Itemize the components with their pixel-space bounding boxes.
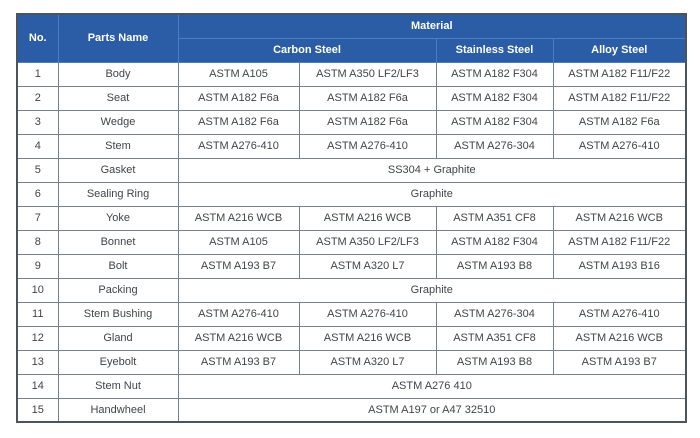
part-name-cell: Bolt — [57, 253, 179, 279]
part-name-cell: Gasket — [57, 157, 179, 183]
material-cell: ASTM A182 F304 — [435, 85, 554, 111]
part-name-cell: Sealing Ring — [57, 181, 179, 207]
row-no: 1 — [16, 61, 59, 87]
material-cell: ASTM A182 F11/F22 — [552, 85, 687, 111]
table-row: 11 Stem Bushing ASTM A276-410 ASTM A276-… — [16, 301, 687, 327]
material-cell: ASTM A182 F304 — [435, 61, 554, 87]
part-name-cell: Stem — [57, 133, 179, 159]
material-cell: ASTM A193 B7 — [177, 349, 300, 375]
material-cell: ASTM A276-410 — [552, 133, 687, 159]
material-cell: ASTM A182 F6a — [177, 85, 300, 111]
part-name-cell: Bonnet — [57, 229, 179, 255]
header-alloy-steel: Alloy Steel — [552, 37, 687, 63]
table-row: 5 Gasket SS304 + Graphite — [16, 157, 687, 183]
material-cell: ASTM A276-410 — [298, 133, 437, 159]
material-cell: ASTM A182 F304 — [435, 229, 554, 255]
row-no: 3 — [16, 109, 59, 135]
material-cell: ASTM A182 F6a — [298, 85, 437, 111]
material-cell: ASTM A276-410 — [552, 301, 687, 327]
parts-material-table: No. Parts Name Material Carbon Steel Sta… — [16, 13, 688, 423]
material-cell: ASTM A182 F304 — [435, 109, 554, 135]
row-no: 5 — [16, 157, 59, 183]
table-row: 2 Seat ASTM A182 F6a ASTM A182 F6a ASTM … — [16, 85, 687, 111]
material-cell: ASTM A193 B8 — [435, 349, 554, 375]
material-cell: ASTM A216 WCB — [552, 205, 687, 231]
material-cell: ASTM A276-410 — [177, 301, 300, 327]
material-cell: ASTM A193 B7 — [177, 253, 300, 279]
part-name-cell: Gland — [57, 325, 179, 351]
material-cell: ASTM A182 F6a — [552, 109, 687, 135]
material-cell: ASTM A105 — [177, 61, 300, 87]
row-no: 6 — [16, 181, 59, 207]
row-no: 15 — [16, 397, 59, 423]
row-no: 11 — [16, 301, 59, 327]
material-cell: ASTM A193 B7 — [552, 349, 687, 375]
row-no: 9 — [16, 253, 59, 279]
table-body: 1 Body ASTM A105 ASTM A350 LF2/LF3 ASTM … — [16, 61, 687, 423]
table-row: 6 Sealing Ring Graphite — [16, 181, 687, 207]
header-no: No. — [16, 13, 59, 63]
material-cell: ASTM A276-410 — [298, 301, 437, 327]
table-row: 3 Wedge ASTM A182 F6a ASTM A182 F6a ASTM… — [16, 109, 687, 135]
part-name-cell: Stem Bushing — [57, 301, 179, 327]
part-name-cell: Eyebolt — [57, 349, 179, 375]
row-no: 8 — [16, 229, 59, 255]
table-row: 9 Bolt ASTM A193 B7 ASTM A320 L7 ASTM A1… — [16, 253, 687, 279]
table-row: 4 Stem ASTM A276-410 ASTM A276-410 ASTM … — [16, 133, 687, 159]
row-no: 13 — [16, 349, 59, 375]
row-no: 2 — [16, 85, 59, 111]
row-no: 14 — [16, 373, 59, 399]
material-cell: ASTM A216 WCB — [552, 325, 687, 351]
header-parts-name: Parts Name — [57, 13, 179, 63]
material-cell: ASTM A276-410 — [177, 133, 300, 159]
material-cell: ASTM A105 — [177, 229, 300, 255]
header-carbon-steel: Carbon Steel — [177, 37, 437, 63]
material-span-cell: ASTM A276 410 — [177, 373, 687, 399]
table-row: 10 Packing Graphite — [16, 277, 687, 303]
material-cell: ASTM A276-304 — [435, 133, 554, 159]
material-span-cell: SS304 + Graphite — [177, 157, 687, 183]
table-row: 7 Yoke ASTM A216 WCB ASTM A216 WCB ASTM … — [16, 205, 687, 231]
material-cell: ASTM A216 WCB — [177, 325, 300, 351]
row-no: 4 — [16, 133, 59, 159]
row-no: 12 — [16, 325, 59, 351]
material-cell: ASTM A182 F11/F22 — [552, 229, 687, 255]
material-cell: ASTM A182 F11/F22 — [552, 61, 687, 87]
part-name-cell: Packing — [57, 277, 179, 303]
table-header: No. Parts Name Material Carbon Steel Sta… — [16, 13, 687, 63]
material-span-cell: Graphite — [177, 181, 687, 207]
table-row: 13 Eyebolt ASTM A193 B7 ASTM A320 L7 AST… — [16, 349, 687, 375]
material-cell: ASTM A182 F6a — [177, 109, 300, 135]
part-name-cell: Body — [57, 61, 179, 87]
material-cell: ASTM A276-304 — [435, 301, 554, 327]
header-stainless-steel: Stainless Steel — [435, 37, 554, 63]
material-cell: ASTM A320 L7 — [298, 253, 437, 279]
part-name-cell: Handwheel — [57, 397, 179, 423]
row-no: 10 — [16, 277, 59, 303]
material-cell: ASTM A193 B8 — [435, 253, 554, 279]
material-cell: ASTM A350 LF2/LF3 — [298, 61, 437, 87]
material-cell: ASTM A182 F6a — [298, 109, 437, 135]
row-no: 7 — [16, 205, 59, 231]
part-name-cell: Wedge — [57, 109, 179, 135]
material-cell: ASTM A193 B16 — [552, 253, 687, 279]
material-span-cell: ASTM A197 or A47 32510 — [177, 397, 687, 423]
material-cell: ASTM A351 CF8 — [435, 205, 554, 231]
material-cell: ASTM A320 L7 — [298, 349, 437, 375]
part-name-cell: Stem Nut — [57, 373, 179, 399]
material-cell: ASTM A350 LF2/LF3 — [298, 229, 437, 255]
material-cell: ASTM A216 WCB — [298, 325, 437, 351]
header-material-group: Material — [177, 13, 687, 39]
material-cell: ASTM A351 CF8 — [435, 325, 554, 351]
part-name-cell: Yoke — [57, 205, 179, 231]
table-row: 15 Handwheel ASTM A197 or A47 32510 — [16, 397, 687, 423]
material-cell: ASTM A216 WCB — [298, 205, 437, 231]
part-name-cell: Seat — [57, 85, 179, 111]
table-row: 12 Gland ASTM A216 WCB ASTM A216 WCB AST… — [16, 325, 687, 351]
table-row: 1 Body ASTM A105 ASTM A350 LF2/LF3 ASTM … — [16, 61, 687, 87]
table-row: 14 Stem Nut ASTM A276 410 — [16, 373, 687, 399]
table-row: 8 Bonnet ASTM A105 ASTM A350 LF2/LF3 AST… — [16, 229, 687, 255]
material-span-cell: Graphite — [177, 277, 687, 303]
material-cell: ASTM A216 WCB — [177, 205, 300, 231]
